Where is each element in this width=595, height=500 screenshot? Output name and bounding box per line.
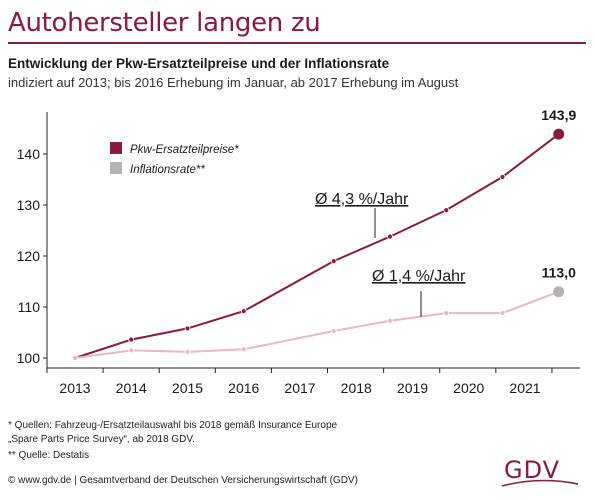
legend-label: Inflationsrate**: [130, 164, 205, 176]
end-value-label: 113,0: [542, 265, 576, 281]
chart-subtitle: Entwicklung der Pkw-Ersatzteilpreise und…: [8, 56, 390, 71]
data-point: [128, 336, 135, 343]
data-point: [240, 308, 247, 314]
data-point: [553, 286, 565, 298]
y-tick-label: 130: [17, 197, 41, 213]
legend-swatch: [110, 142, 122, 154]
legend-swatch: [110, 162, 122, 174]
end-value-label: 143,9: [541, 107, 576, 123]
data-point: [387, 233, 393, 240]
data-point: [443, 310, 450, 317]
source-line: © www.gdv.de | Gesamtverband der Deutsch…: [8, 475, 358, 486]
logo-swoosh-icon: [501, 479, 579, 487]
page-title: Autohersteller langen zu: [8, 8, 321, 38]
data-point: [330, 258, 337, 265]
footnote-2: „Spare Parts Price Survey“, ab 2018 GDV.: [8, 434, 195, 445]
y-tick-label: 100: [17, 350, 41, 366]
chart-note: indiziert auf 2013; bis 2016 Erhebung im…: [8, 75, 459, 90]
data-point: [499, 310, 506, 317]
x-tick-label: 2018: [341, 380, 372, 396]
data-point: [184, 325, 191, 332]
data-point: [184, 348, 191, 355]
annotations: 143,9 113,0 Ø 4,3 %/Jahr Ø 1,4 %/Jahr: [315, 107, 576, 317]
x-tick-label: 2013: [59, 380, 90, 396]
logo-wordmark: GDV: [504, 456, 561, 484]
series-group: [72, 128, 565, 361]
data-point: [499, 174, 506, 180]
legend-label: Pkw-Ersatzteilpreise*: [130, 144, 239, 156]
data-point: [72, 355, 78, 361]
annotation-rate-inflation: Ø 1,4 %/Jahr: [372, 268, 466, 285]
y-tick-label: 140: [17, 146, 41, 162]
x-tick-label: 2021: [509, 380, 540, 396]
data-point: [387, 317, 393, 324]
title-rule: [8, 42, 586, 44]
y-tick-label: 110: [18, 299, 41, 315]
annotation-rate-ersatzteile: Ø 4,3 %/Jahr: [315, 191, 409, 208]
axes: 100 110 120 130 140 2013 2014 2015 2016 2017 2018 2…: [17, 112, 580, 396]
x-tick-label: 2015: [172, 380, 203, 396]
data-point: [553, 128, 565, 140]
data-point: [128, 347, 135, 354]
x-tick-label: 2014: [116, 380, 147, 396]
gdv-logo: GDV: [500, 456, 580, 492]
data-point: [443, 207, 450, 214]
footnote-1: * Quellen: Fahrzeug-/Ersatzteilauswahl b…: [8, 420, 338, 431]
x-tick-label: 2019: [397, 380, 428, 396]
series-line-inflationsrate: [74, 290, 560, 359]
footnote-3: ** Quelle: Destatis: [8, 450, 90, 461]
legend: Pkw-Ersatzteilpreise* Inflationsrate**: [110, 142, 239, 176]
data-point: [240, 346, 247, 353]
x-tick-label: 2020: [453, 380, 484, 396]
data-point: [330, 328, 337, 334]
x-tick-label: 2017: [284, 380, 315, 396]
x-tick-label: 2016: [228, 380, 259, 396]
y-tick-label: 120: [17, 248, 41, 264]
